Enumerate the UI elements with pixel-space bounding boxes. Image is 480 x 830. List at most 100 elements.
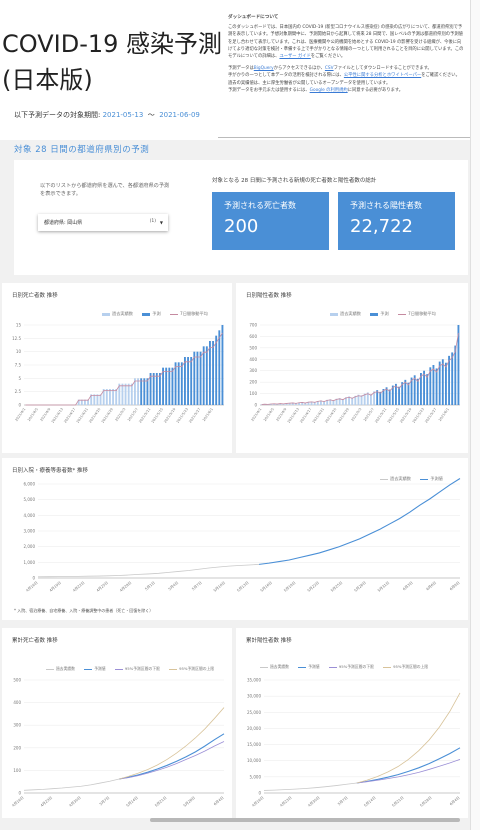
hospitalized-x-tick: 5月13日: [236, 580, 250, 593]
daily-deaths-bar: [190, 357, 193, 405]
daily-deaths-bar: [212, 341, 214, 405]
daily-cases-x-tick: 2021/4/29: [337, 407, 350, 424]
daily-deaths-bar: [77, 399, 80, 405]
daily-cases-title: 日別陽性者数 推移: [246, 293, 292, 299]
hospitalized-x-tick: 5月4日: [167, 580, 179, 591]
cumulative-cases-y-tick: 25,000: [247, 710, 261, 715]
kpi-cases-label: 予測される陽性者数: [350, 201, 422, 210]
cumulative-deaths-y-tick: 100: [13, 768, 21, 773]
forecast-period: 以下予測データの対象期間: 2021-05-13 〜 2021-06-09: [14, 110, 200, 120]
daily-cases-bar: [423, 370, 425, 405]
kpi-deaths-value: 200: [224, 216, 259, 237]
daily-deaths-bar: [118, 383, 121, 405]
hospitalized-x-tick: 4月16日: [25, 580, 39, 593]
daily-deaths-bar: [205, 346, 208, 405]
hospitalized-x-tick: 5月1日: [144, 580, 156, 591]
hospitalized-x-tick: 5月25日: [329, 580, 343, 593]
section-title: 対象 28 日間の都道府県別の予測: [14, 145, 150, 155]
cumulative-cases-y-tick: 15,000: [247, 742, 261, 747]
fairness-link[interactable]: 公平性に関する分析とホワイトペーパー: [343, 73, 422, 79]
daily-deaths-bar: [109, 389, 111, 405]
period-start-date: 2021-05-13: [102, 111, 144, 119]
daily-deaths-bar: [130, 383, 133, 405]
daily-cases-legend: 過去実績数 予測 7日間移動平均: [322, 311, 436, 317]
hospitalized-y-tick: 0: [32, 576, 35, 581]
daily-cases-bar: [379, 391, 382, 405]
kpi-deaths: 予測される死亡者数 200: [212, 192, 329, 250]
header-divider: [218, 137, 470, 138]
daily-deaths-bar: [171, 367, 174, 405]
daily-cases-bar: [420, 373, 422, 405]
hospitalized-x-tick: 6月9日: [448, 580, 460, 591]
hospitalized-x-tick: 5月22日: [306, 580, 320, 593]
legend-item: 予測: [142, 311, 161, 316]
hospitalized-y-tick: 4,000: [24, 513, 36, 518]
title-line-1: COVID-19 感染予測: [2, 30, 223, 58]
daily-deaths-y-tick: 7.5: [15, 363, 22, 368]
cumulative-deaths-series-line: [119, 733, 225, 780]
hospitalized-x-tick: 5月16日: [259, 580, 273, 593]
daily-deaths-bar: [202, 346, 205, 405]
daily-deaths-bar: [121, 383, 124, 405]
cumulative-deaths-series-line: [119, 707, 225, 780]
cumulative-cases-x-tick: 4月16日: [251, 795, 265, 808]
hospitalized-x-tick: 4月25日: [95, 580, 109, 593]
daily-cases-bar: [307, 401, 310, 405]
daily-deaths-x-tick: 2021/5/19: [163, 407, 176, 424]
cumulative-cases-y-tick: 10,000: [247, 758, 261, 763]
daily-deaths-bar: [115, 389, 118, 405]
daily-cases-bar: [270, 403, 272, 405]
user-guide-link[interactable]: ユーザー ガイド: [279, 54, 311, 60]
daily-deaths-y-tick: 12.5: [12, 336, 21, 341]
daily-cases-bar: [413, 375, 416, 405]
period-label: 以下予測データの対象期間:: [14, 111, 101, 119]
cumulative-deaths-card: 累計死亡者数 推移 過去実績数 予測値 95%予測区間の下限 95%予測区間の上…: [2, 628, 232, 818]
about-p5-a: 予測データをお手元または使用するには、: [228, 87, 310, 93]
horizontal-scrollbar[interactable]: [150, 818, 460, 822]
csv-link[interactable]: CSV: [324, 66, 334, 72]
daily-cases-bar: [301, 402, 304, 405]
cumulative-deaths-y-tick: 0: [18, 791, 21, 796]
vertical-scrollbar[interactable]: [470, 0, 480, 830]
cumulative-cases-series-line: [356, 747, 461, 784]
daily-deaths-bar: [209, 341, 211, 405]
daily-deaths-bar: [162, 367, 164, 405]
terms-link[interactable]: Google の利用規約: [309, 87, 348, 93]
cumulative-deaths-y-tick: 500: [13, 678, 21, 683]
daily-deaths-x-tick: 2021/4/29: [101, 407, 114, 424]
daily-cases-x-tick: 2021/5/27: [424, 407, 437, 424]
daily-deaths-bar: [199, 351, 202, 405]
daily-cases-bar: [291, 402, 294, 405]
cumulative-deaths-x-tick: 6月4日: [212, 795, 224, 806]
daily-cases-y-tick: 400: [249, 357, 257, 362]
daily-deaths-bar: [96, 394, 99, 405]
daily-deaths-bar: [134, 378, 136, 405]
cumulative-deaths-series-line: [23, 778, 120, 791]
title-line-2: (日本版): [2, 66, 93, 94]
daily-deaths-bar: [93, 394, 96, 405]
legend-item: 過去実績数: [330, 311, 361, 316]
hospitalized-x-tick: 6月6日: [425, 580, 437, 591]
daily-cases-bar: [304, 402, 307, 405]
daily-cases-bar: [273, 403, 275, 405]
daily-deaths-trend-line: [25, 332, 223, 406]
daily-cases-bar: [320, 400, 322, 405]
daily-cases-bar: [385, 387, 388, 405]
bigquery-link[interactable]: BigQuery: [253, 66, 274, 72]
daily-deaths-x-tick: 2021/4/25: [88, 407, 101, 424]
daily-cases-bar: [310, 401, 313, 405]
legend-item: 95%予測区間の下限: [328, 664, 374, 669]
daily-deaths-x-tick: 2021/5/23: [176, 407, 189, 424]
daily-deaths-x-tick: 2021/6/1: [202, 407, 214, 422]
daily-cases-bar: [276, 403, 279, 405]
daily-cases-bar: [416, 378, 419, 405]
hospitalized-title: 日別入院・療養等患者数* 推移: [12, 468, 88, 474]
daily-cases-x-tick: 2021/4/13: [287, 407, 300, 424]
cumulative-deaths-chart: 0 100 200 300 400 500 4月16日 4月23日 4月30日 5月7日 5月14日…: [11, 678, 225, 808]
daily-cases-bar: [363, 393, 366, 405]
daily-cases-bar: [445, 362, 447, 405]
prefecture-dropdown[interactable]: 都道府県: 岡山県 (1) ▼: [38, 214, 168, 231]
page-title: COVID-19 感染予測 (日本版): [2, 26, 222, 98]
daily-cases-bar: [429, 367, 432, 405]
daily-deaths-x-tick: 2021/4/17: [63, 407, 76, 424]
